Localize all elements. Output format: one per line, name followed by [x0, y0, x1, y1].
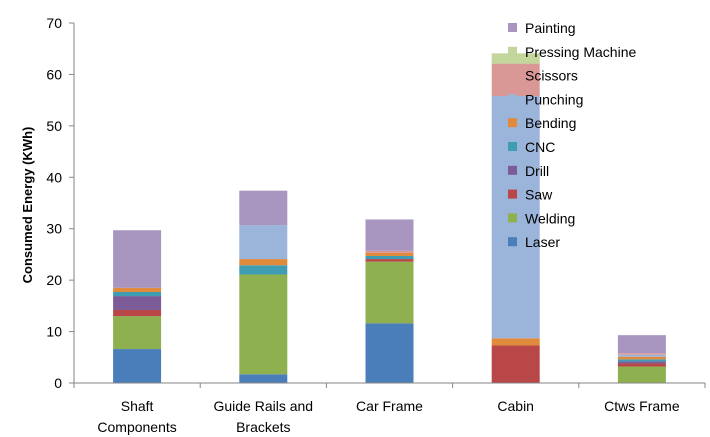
y-axis: 0 10 20 30 40 50 60 70 — [46, 15, 75, 391]
bar-segment-scissors — [617, 353, 666, 355]
legend-label: Saw — [525, 187, 553, 203]
legend-swatch — [508, 70, 517, 80]
legend-swatch — [508, 46, 517, 56]
legend-label: CNC — [525, 139, 555, 155]
bar-segment-welding — [365, 261, 414, 324]
legend-swatch — [508, 94, 517, 104]
x-tick-label: Car Frame — [356, 398, 423, 414]
bar-segment-cnc — [365, 255, 414, 260]
legend-swatch — [508, 142, 517, 151]
bar-segment-laser — [113, 349, 162, 383]
y-axis-title: Consumed Energy (KWh) — [20, 127, 35, 284]
x-tick-label: Cabin — [497, 398, 534, 414]
bar-segment-painting — [239, 190, 288, 226]
bar-segment-punching — [617, 354, 666, 357]
legend-swatch — [508, 165, 517, 175]
legend-label: Pressing Machine — [525, 44, 636, 60]
bar-segment-cnc — [239, 265, 288, 275]
bar-segment-saw — [617, 363, 666, 367]
x-tick-label: Shaft — [121, 398, 154, 414]
bar-segment-bending — [617, 356, 666, 360]
bar-segment-laser — [239, 374, 288, 383]
bar-segment-cnc — [617, 359, 666, 362]
legend-swatch — [508, 118, 517, 128]
legend-label: Bending — [525, 115, 576, 131]
legend-swatch — [508, 23, 517, 32]
y-tick-label: 20 — [46, 272, 62, 288]
y-tick-label: 40 — [46, 169, 62, 185]
bar-segment-scissors — [491, 63, 540, 97]
bar-segment-painting — [113, 230, 162, 288]
bar-segment-saw — [491, 345, 540, 383]
bar-segment-painting — [617, 335, 666, 354]
legend-label: Punching — [525, 91, 583, 107]
x-axis: Shaft Components Guide Rails and Brackets Ca… — [73, 382, 706, 435]
bar-segment-drill — [113, 296, 162, 310]
bar-segment-laser — [365, 323, 414, 383]
bar-segment-bending — [113, 287, 162, 292]
legend-label: Welding — [525, 210, 575, 226]
y-tick-label: 0 — [54, 375, 62, 391]
legend-label: Scissors — [525, 68, 578, 84]
legend-label: Drill — [525, 163, 549, 179]
x-tick-label: Brackets — [236, 419, 290, 435]
y-tick-label: 70 — [46, 15, 62, 31]
bar-segment-bending — [365, 252, 414, 256]
legend-swatch — [508, 213, 517, 223]
legend-label: Painting — [525, 20, 576, 36]
y-tick-label: 10 — [46, 324, 62, 340]
x-tick-label: Ctws Frame — [604, 398, 680, 414]
bar-segment-drill — [617, 361, 666, 364]
x-tick-label: Guide Rails and — [213, 398, 313, 414]
bar-segment-saw — [113, 309, 162, 317]
bar-segment-bending — [239, 259, 288, 266]
bar-segment-painting — [365, 219, 414, 251]
y-tick-label: 60 — [46, 66, 62, 82]
bar-segment-pressing-machine — [491, 53, 540, 64]
plot-area — [113, 53, 666, 383]
bar-segment-bending — [491, 338, 540, 346]
legend-swatch — [508, 189, 517, 199]
legend-label: Laser — [525, 234, 560, 250]
bar-segment-welding — [239, 274, 288, 375]
bar-segment-cnc — [113, 291, 162, 297]
x-tick-label: Components — [97, 419, 176, 435]
y-tick-label: 50 — [46, 118, 62, 134]
bar-segment-scissors — [365, 250, 414, 253]
bar-segment-punching — [239, 225, 288, 260]
bar-segment-welding — [617, 366, 666, 383]
bar-segment-welding — [113, 316, 162, 350]
legend: Painting Pressing Machine Scissors Punching… — [508, 20, 636, 250]
bar-segment-saw — [365, 259, 414, 262]
legend-swatch — [508, 237, 517, 247]
y-tick-label: 30 — [46, 221, 62, 237]
